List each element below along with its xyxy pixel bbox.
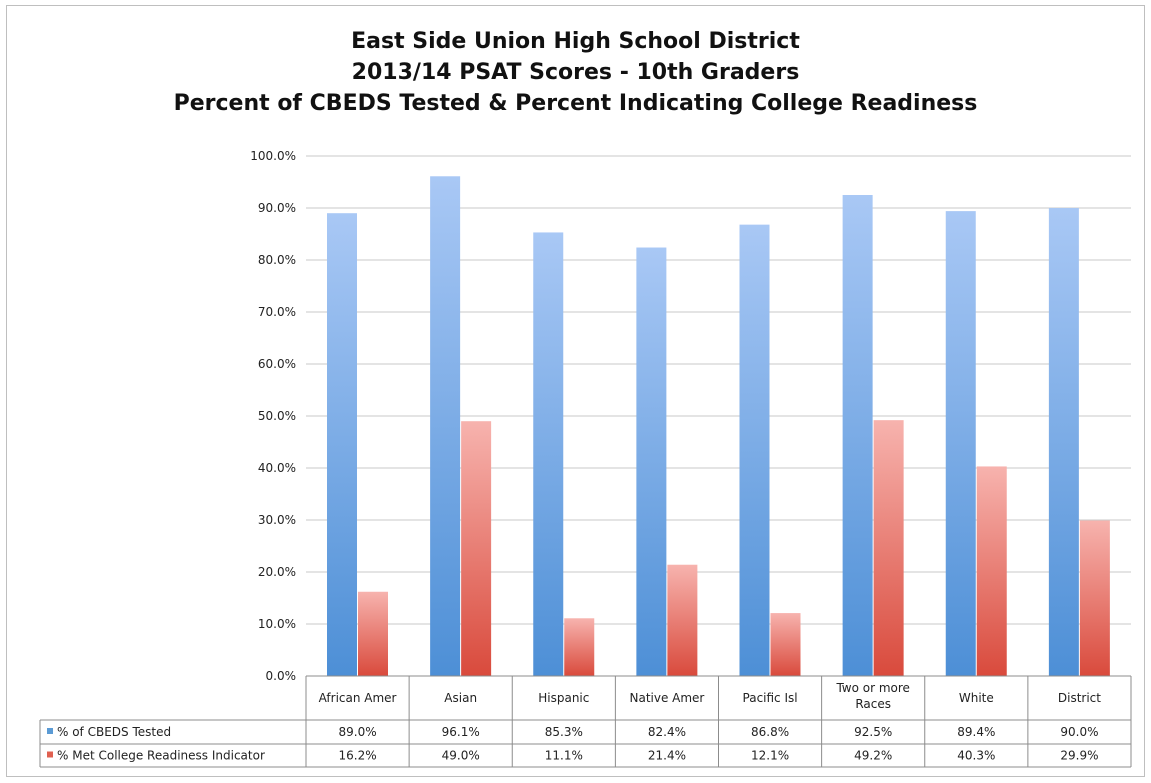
y-tick-label: 80.0% [258, 253, 296, 267]
data-label: 12.1% [751, 749, 789, 763]
data-label: 89.0% [339, 725, 377, 739]
y-axis-ticks: 0.0% 10.0% 20.0% 30.0% 40.0% 50.0% 60.0% 70.0% 8… [250, 149, 296, 683]
y-tick-label: 60.0% [258, 357, 296, 371]
y-tick-label: 90.0% [258, 201, 296, 215]
data-table: African Amer Asian Hispanic Native Amer Paci… [40, 676, 1131, 767]
data-label: 89.4% [957, 725, 995, 739]
data-label: 11.1% [545, 749, 583, 763]
bar [740, 225, 770, 676]
data-label: 90.0% [1060, 725, 1098, 739]
data-label: 86.8% [751, 725, 789, 739]
bar [1049, 208, 1079, 676]
category-label: District [1058, 691, 1101, 705]
bar [843, 195, 873, 676]
category-label: White [959, 691, 994, 705]
legend-label: % of CBEDS Tested [57, 725, 171, 739]
data-label: 29.9% [1060, 749, 1098, 763]
bar [1080, 521, 1110, 676]
bar [874, 420, 904, 676]
gridlines [306, 156, 1131, 676]
category-label: Pacific Isl [743, 691, 798, 705]
legend-swatch [47, 728, 53, 734]
data-label: 16.2% [339, 749, 377, 763]
bar [564, 618, 594, 676]
y-tick-label: 20.0% [258, 565, 296, 579]
category-label: African Amer [319, 691, 397, 705]
category-label: Two or more Races [835, 681, 910, 711]
bar [977, 466, 1007, 676]
y-tick-label: 100.0% [250, 149, 296, 163]
y-tick-label: 70.0% [258, 305, 296, 319]
bar [636, 248, 666, 676]
category-label: Asian [444, 691, 477, 705]
legend-swatch [47, 752, 53, 758]
data-label: 82.4% [648, 725, 686, 739]
y-tick-label: 0.0% [266, 669, 297, 683]
legend-label: % Met College Readiness Indicator [57, 749, 265, 763]
data-label: 96.1% [442, 725, 480, 739]
category-label: Hispanic [538, 691, 589, 705]
data-label: 92.5% [854, 725, 892, 739]
data-label: 85.3% [545, 725, 583, 739]
y-tick-label: 30.0% [258, 513, 296, 527]
bar [327, 213, 357, 676]
bar [771, 613, 801, 676]
bar [461, 421, 491, 676]
bar [358, 592, 388, 676]
data-label: 21.4% [648, 749, 686, 763]
bar [946, 211, 976, 676]
bars [327, 176, 1110, 676]
y-tick-label: 40.0% [258, 461, 296, 475]
bar [667, 565, 697, 676]
bar [533, 232, 563, 676]
category-label: Native Amer [629, 691, 704, 705]
y-tick-label: 50.0% [258, 409, 296, 423]
data-label: 40.3% [957, 749, 995, 763]
data-label: 49.0% [442, 749, 480, 763]
data-label: 49.2% [854, 749, 892, 763]
bar [430, 176, 460, 676]
y-tick-label: 10.0% [258, 617, 296, 631]
